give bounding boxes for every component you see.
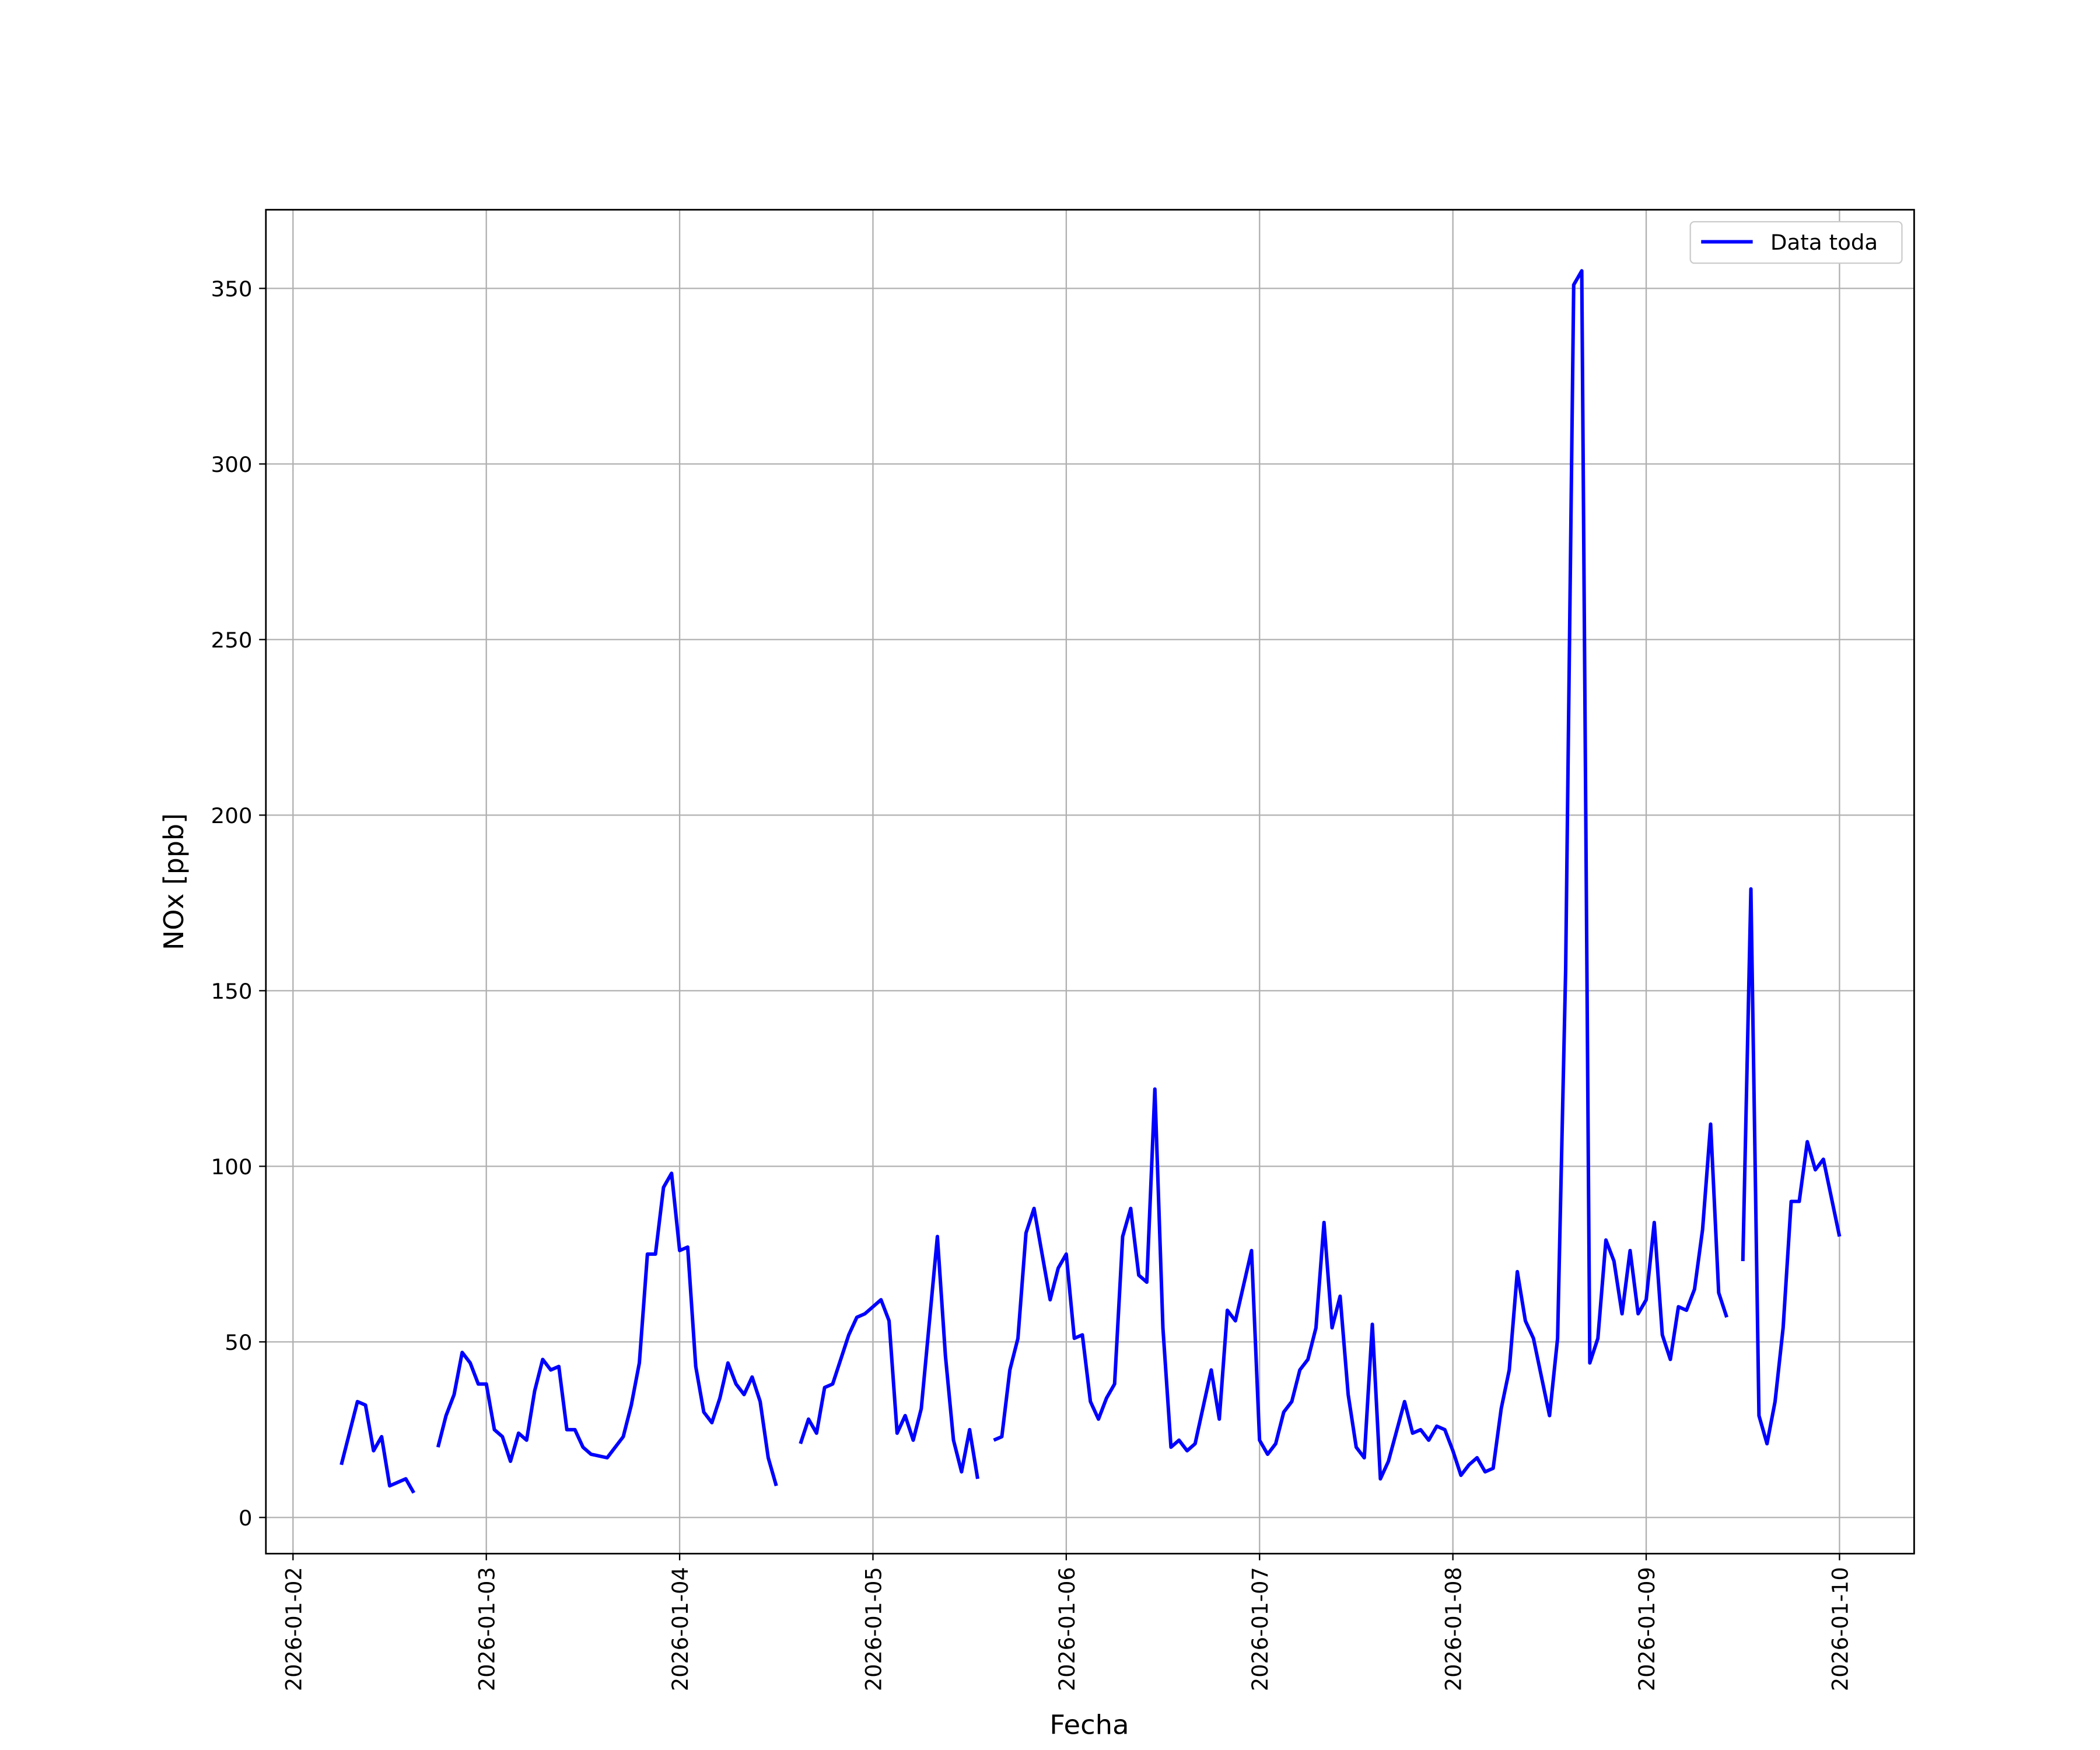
plot-frame bbox=[265, 209, 1915, 1555]
x-tick-label: 2026-01-03 bbox=[474, 1567, 499, 1691]
y-tick-label: 350 bbox=[211, 276, 253, 302]
y-axis-label: NOx [ppb] bbox=[158, 813, 190, 950]
y-tick-label: 300 bbox=[211, 452, 253, 477]
x-tick-label: 2026-01-07 bbox=[1248, 1567, 1273, 1691]
x-tick-label: 2026-01-05 bbox=[861, 1567, 886, 1691]
x-tick-label: 2026-01-10 bbox=[1828, 1567, 1853, 1691]
x-tick-label: 2026-01-02 bbox=[281, 1567, 306, 1691]
x-tick-label: 2026-01-09 bbox=[1634, 1567, 1660, 1691]
legend-label: Data toda bbox=[1770, 230, 1878, 256]
y-tick-label: 100 bbox=[211, 1154, 253, 1180]
x-tick-label: 2026-01-08 bbox=[1441, 1567, 1466, 1691]
x-axis-label: Fecha bbox=[1049, 1709, 1129, 1741]
y-tick-label: 50 bbox=[225, 1330, 252, 1355]
x-tick-label: 2026-01-06 bbox=[1055, 1567, 1080, 1691]
legend-box bbox=[1689, 221, 1903, 264]
data-line bbox=[340, 269, 1842, 1494]
y-tick-label: 200 bbox=[211, 803, 253, 828]
y-tick-label: 0 bbox=[239, 1506, 253, 1531]
y-tick-label: 150 bbox=[211, 979, 253, 1004]
y-tick-label: 250 bbox=[211, 628, 253, 653]
x-tick-label: 2026-01-04 bbox=[668, 1567, 693, 1691]
